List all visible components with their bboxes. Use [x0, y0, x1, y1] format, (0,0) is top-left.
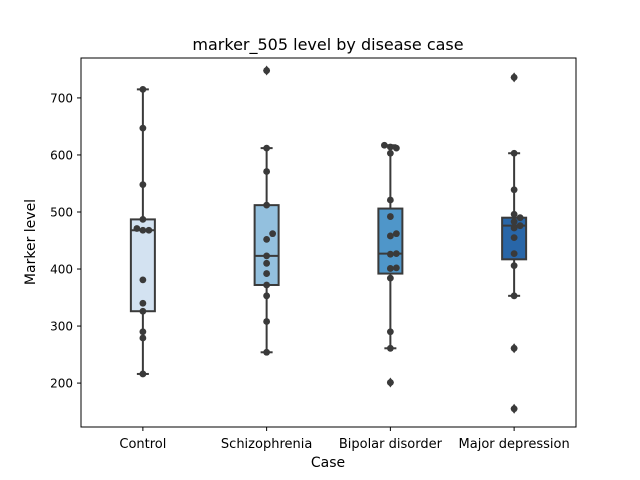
data-point [263, 348, 271, 356]
data-point [263, 168, 271, 175]
data-point [510, 262, 518, 269]
data-point [510, 186, 518, 194]
data-point [139, 334, 147, 342]
x-tick-label: Schizophrenia [221, 437, 312, 452]
data-point [392, 250, 400, 258]
data-point [139, 328, 147, 336]
data-point [510, 344, 518, 352]
data-point [145, 226, 153, 234]
data-point [263, 259, 271, 267]
data-point [263, 235, 271, 243]
data-point [510, 250, 518, 258]
chart-title: marker_505 level by disease case [192, 35, 463, 55]
data-point [263, 144, 271, 152]
data-point [263, 281, 271, 289]
data-point [386, 344, 394, 352]
data-point [510, 73, 518, 81]
data-point [386, 328, 394, 336]
data-point [139, 307, 147, 315]
data-point [510, 405, 518, 413]
data-point [386, 149, 394, 157]
data-point [263, 292, 271, 300]
data-point [380, 141, 388, 149]
data-point [386, 379, 394, 386]
data-point [392, 230, 400, 238]
data-point [510, 234, 518, 242]
data-point [263, 270, 271, 277]
y-tick-label: 700 [50, 91, 73, 105]
data-point [139, 124, 147, 132]
data-point [263, 67, 271, 74]
data-point [392, 264, 400, 272]
y-tick-label: 200 [50, 377, 73, 391]
data-point [386, 250, 394, 258]
data-point [263, 201, 271, 209]
data-point [139, 370, 147, 378]
x-tick-label: Major depression [459, 437, 570, 452]
data-point [510, 149, 518, 157]
x-axis-label: Case [311, 455, 345, 471]
data-point [269, 230, 277, 238]
data-point [139, 226, 147, 234]
data-point [510, 218, 518, 226]
data-point [392, 144, 400, 152]
data-point [139, 85, 147, 93]
y-tick-label: 500 [50, 205, 73, 219]
data-point [386, 196, 394, 204]
plot-area: 200 300 400 500 600 700 Control Schizophrenia Bi… [50, 57, 577, 452]
data-point [263, 252, 271, 260]
y-tick-label: 600 [50, 148, 73, 162]
data-point [516, 214, 524, 222]
plot-frame [80, 57, 577, 428]
x-tick-label: Control [119, 437, 166, 452]
data-point [386, 213, 394, 220]
data-point [139, 181, 147, 189]
y-tick-label: 400 [50, 263, 73, 277]
x-tick-label: Bipolar disorder [339, 437, 443, 452]
y-axis-label: Marker level [23, 199, 39, 285]
data-point [133, 225, 141, 232]
data-point [510, 292, 518, 300]
data-point [386, 232, 394, 240]
data-point [386, 274, 394, 282]
data-point [139, 276, 147, 284]
y-tick-label: 300 [50, 320, 73, 334]
data-point [263, 318, 271, 325]
data-point [510, 224, 518, 232]
data-point [386, 265, 394, 272]
data-point [139, 299, 147, 307]
data-point [139, 216, 147, 223]
data-point [386, 143, 394, 151]
data-point [510, 210, 518, 218]
data-point [516, 222, 524, 230]
